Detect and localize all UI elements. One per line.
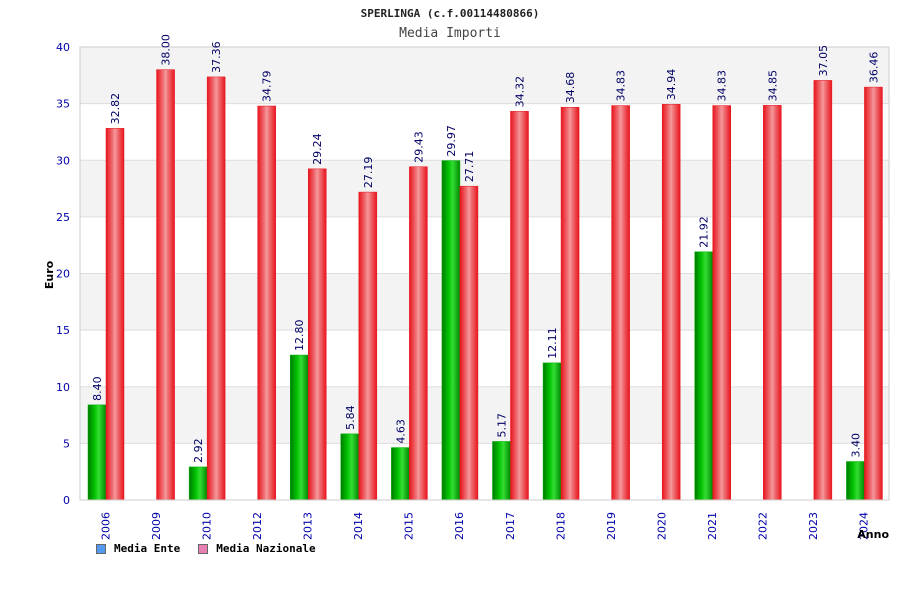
x-tick-label: 2024 xyxy=(858,512,871,540)
data-label: 8.40 xyxy=(91,376,104,401)
legend: Media Ente Media Nazionale xyxy=(96,542,334,555)
x-axis-label: Anno xyxy=(857,528,889,541)
x-tick-label: 2023 xyxy=(807,512,820,540)
x-tick-label: 2015 xyxy=(403,512,416,540)
bar-media-ente xyxy=(441,160,461,501)
y-tick-label: 30 xyxy=(56,154,70,167)
bar-media-ente xyxy=(340,433,360,501)
data-label: 34.85 xyxy=(766,70,779,102)
bar-media-nazionale xyxy=(105,128,125,501)
y-tick-label: 5 xyxy=(63,437,70,450)
bar-media-ente xyxy=(391,447,410,501)
legend-item-media-ente: Media Ente xyxy=(96,542,180,555)
data-label: 38.00 xyxy=(160,34,173,66)
y-tick-label: 20 xyxy=(56,268,70,281)
data-label: 3.40 xyxy=(849,433,862,458)
y-tick-label: 10 xyxy=(56,381,70,394)
bar-media-nazionale xyxy=(257,105,276,501)
data-label: 5.17 xyxy=(496,413,509,438)
bar-media-nazionale xyxy=(156,69,175,501)
data-label: 34.32 xyxy=(514,76,527,108)
data-label: 34.68 xyxy=(564,72,577,104)
data-label: 29.24 xyxy=(311,133,324,165)
bar-media-nazionale xyxy=(813,80,833,501)
bar-media-ente xyxy=(492,441,511,501)
data-label: 29.97 xyxy=(445,125,458,157)
x-tick-label: 2021 xyxy=(706,512,719,540)
x-tick-label: 2006 xyxy=(99,512,112,540)
x-tick-label: 2022 xyxy=(757,512,770,540)
x-tick-label: 2016 xyxy=(453,512,466,540)
legend-label-ente: Media Ente xyxy=(114,542,181,555)
data-label: 5.84 xyxy=(344,405,357,430)
data-label: 2.92 xyxy=(192,438,205,463)
bar-media-nazionale xyxy=(864,86,883,501)
data-label: 21.92 xyxy=(698,216,711,248)
chart-subtitle: Media Importi xyxy=(399,26,501,41)
bar-media-nazionale xyxy=(661,104,681,501)
y-tick-label: 25 xyxy=(56,211,70,224)
data-label: 34.83 xyxy=(716,70,729,102)
x-tick-label: 2020 xyxy=(655,512,668,540)
data-label: 32.82 xyxy=(109,93,122,125)
bar-media-nazionale xyxy=(308,168,327,501)
bar-media-nazionale xyxy=(358,191,378,501)
data-label: 12.80 xyxy=(293,320,306,352)
data-label: 37.05 xyxy=(817,45,830,77)
data-label: 27.71 xyxy=(463,151,476,183)
x-tick-label: 2013 xyxy=(302,512,315,540)
bar-media-nazionale xyxy=(510,111,529,501)
y-tick-label: 40 xyxy=(56,41,70,54)
bar-media-nazionale xyxy=(611,105,630,501)
bar-media-nazionale xyxy=(206,76,226,501)
plot-border xyxy=(79,46,890,501)
data-label: 4.63 xyxy=(394,419,407,444)
chart-title: SPERLINGA (c.f.00114480866) xyxy=(360,7,540,20)
x-tick-label: 2018 xyxy=(554,512,567,540)
data-label: 27.19 xyxy=(362,157,375,189)
bar-media-ente xyxy=(290,354,309,501)
x-tick-label: 2012 xyxy=(251,512,264,540)
y-tick-label: 15 xyxy=(56,324,70,337)
bar-media-nazionale xyxy=(459,185,479,501)
bar-media-nazionale xyxy=(560,106,580,501)
data-label: 34.79 xyxy=(261,71,274,103)
bar-media-ente xyxy=(188,466,208,501)
bar-media-ente xyxy=(87,404,107,501)
y-axis-label: Euro xyxy=(43,260,56,289)
legend-label-nazionale: Media Nazionale xyxy=(216,542,316,555)
x-tick-label: 2010 xyxy=(200,512,213,540)
y-tick-label: 0 xyxy=(63,494,70,507)
y-tick-label: 35 xyxy=(56,98,70,111)
data-label: 34.83 xyxy=(615,70,628,102)
bar-media-nazionale xyxy=(763,105,782,501)
bar-media-nazionale xyxy=(712,105,731,501)
legend-swatch-nazionale xyxy=(198,543,209,554)
data-label: 37.36 xyxy=(210,41,223,73)
legend-swatch-ente xyxy=(96,543,106,554)
bar-media-ente xyxy=(542,362,562,501)
bar-media-nazionale xyxy=(409,166,428,501)
data-label: 36.46 xyxy=(867,52,880,84)
bar-media-ente xyxy=(694,251,713,501)
legend-item-media-nazionale: Media Nazionale xyxy=(198,542,316,555)
bar-media-ente xyxy=(846,461,865,501)
x-tick-label: 2009 xyxy=(150,512,163,540)
data-label: 12.11 xyxy=(546,327,559,359)
x-tick-label: 2019 xyxy=(605,512,618,540)
data-label: 34.94 xyxy=(665,69,678,101)
x-tick-label: 2017 xyxy=(504,512,517,540)
x-tick-label: 2014 xyxy=(352,512,365,540)
data-label: 29.43 xyxy=(412,131,425,163)
